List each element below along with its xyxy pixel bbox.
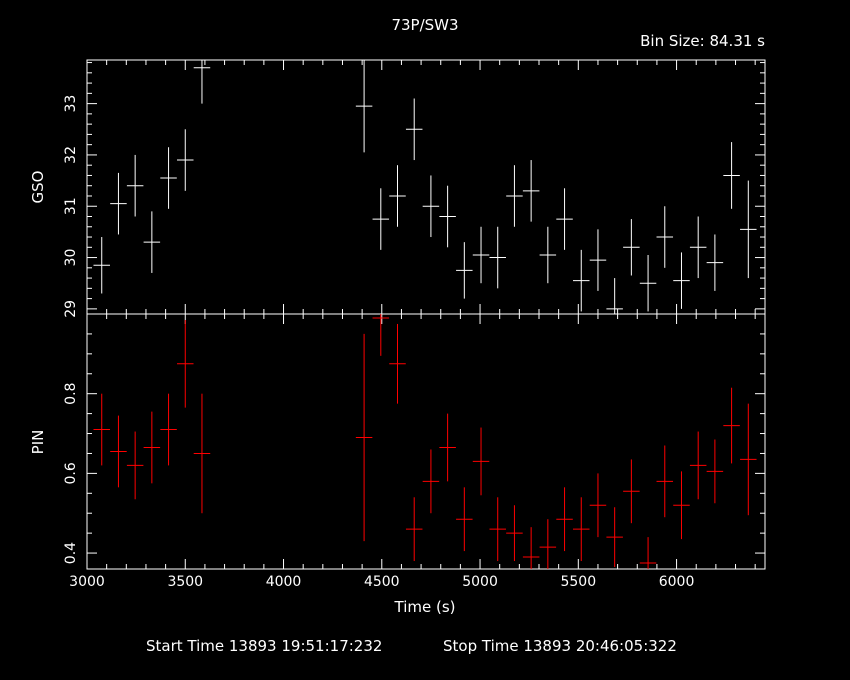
data-point [389,323,406,404]
data-point [93,237,110,294]
data-point [126,154,144,217]
start-time-label: Start Time 13893 19:51:17:232 [146,637,382,655]
x-tick-label: 4000 [266,574,302,590]
data-point [422,175,440,238]
data-point [589,473,607,538]
data-point [556,487,573,552]
data-point [143,411,161,484]
pin-panel: 0.4 0.6 0.8 3000 3500 4000 4500 5000 5500 6000 [63,313,766,590]
x-tick-label: 5000 [462,574,498,590]
data-point [355,60,373,153]
data-point [193,60,211,104]
x-tick-label: 5500 [560,574,596,590]
data-point [539,226,557,284]
x-tick-label: 6000 [659,574,695,590]
data-point [673,252,690,309]
data-point [177,129,194,191]
data-point [193,393,211,514]
data-point [589,229,607,291]
data-point [639,537,657,569]
x-tick-label: 3500 [167,574,203,590]
data-point [623,459,640,524]
data-point [372,314,390,356]
data-point [706,439,724,504]
y-tick-label: 0.8 [63,383,79,405]
data-point [673,471,690,540]
data-point [177,319,194,408]
plot-frame [86,313,766,570]
data-point [656,206,674,268]
y-tick-label: 29 [63,300,79,318]
data-point [556,188,573,250]
data-point [539,519,557,569]
data-point [572,249,590,312]
data-point [439,413,456,482]
data-point [639,254,657,312]
data-point [706,234,724,291]
y-tick-label: 31 [63,197,79,215]
data-point [389,165,406,227]
pin-axis-label: PIN [29,430,47,455]
chart-title: 73P/SW3 [391,16,458,34]
data-point [160,393,177,466]
data-point [456,487,473,552]
gso-axis-label: GSO [29,171,47,204]
data-point [623,219,640,276]
data-point [572,497,590,562]
data-point [110,415,127,488]
data-point [489,226,506,289]
x-tick-label: 4500 [364,574,400,590]
data-point [126,431,144,500]
data-point [456,242,473,299]
data-point [439,185,456,248]
data-point [606,278,623,314]
data-point [160,147,177,209]
gso-panel: 29 30 31 32 33 [63,59,766,318]
data-point [740,403,757,516]
data-point [506,165,523,227]
data-point [355,333,373,542]
data-point [723,142,740,209]
data-point [405,497,423,562]
data-point [522,160,540,222]
bin-size-label: Bin Size: 84.31 s [640,32,765,50]
data-point [689,431,707,500]
data-point [110,172,127,235]
data-point [522,527,540,569]
data-point [506,505,523,562]
data-point [656,445,674,518]
data-point [689,216,707,279]
data-point [93,393,110,466]
data-point [723,387,740,464]
x-tick-label: 3000 [69,574,105,590]
data-point [372,188,390,250]
y-tick-label: 0.6 [63,462,79,484]
stop-time-label: Stop Time 13893 20:46:05:322 [443,637,677,655]
data-point [422,449,440,514]
data-point [472,427,490,496]
y-tick-label: 30 [63,249,79,267]
data-point [740,180,757,279]
data-point [489,497,506,562]
x-axis-label: Time (s) [394,598,456,616]
y-tick-label: 33 [63,95,79,113]
data-point [143,211,161,273]
data-point [472,226,490,284]
y-tick-label: 32 [63,146,79,164]
data-point [405,98,423,161]
data-point [606,507,623,568]
y-tick-label: 0.4 [63,542,79,564]
